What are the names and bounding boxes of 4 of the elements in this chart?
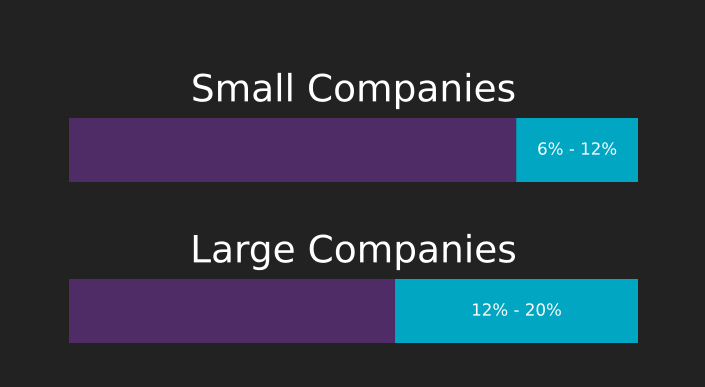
chart-title: Large Companies	[194, 234, 515, 270]
annotation: 12% - 20%	[473, 303, 561, 316]
chart-title: Small Companies	[193, 72, 514, 110]
annotation: 6% - 12%	[538, 142, 616, 155]
